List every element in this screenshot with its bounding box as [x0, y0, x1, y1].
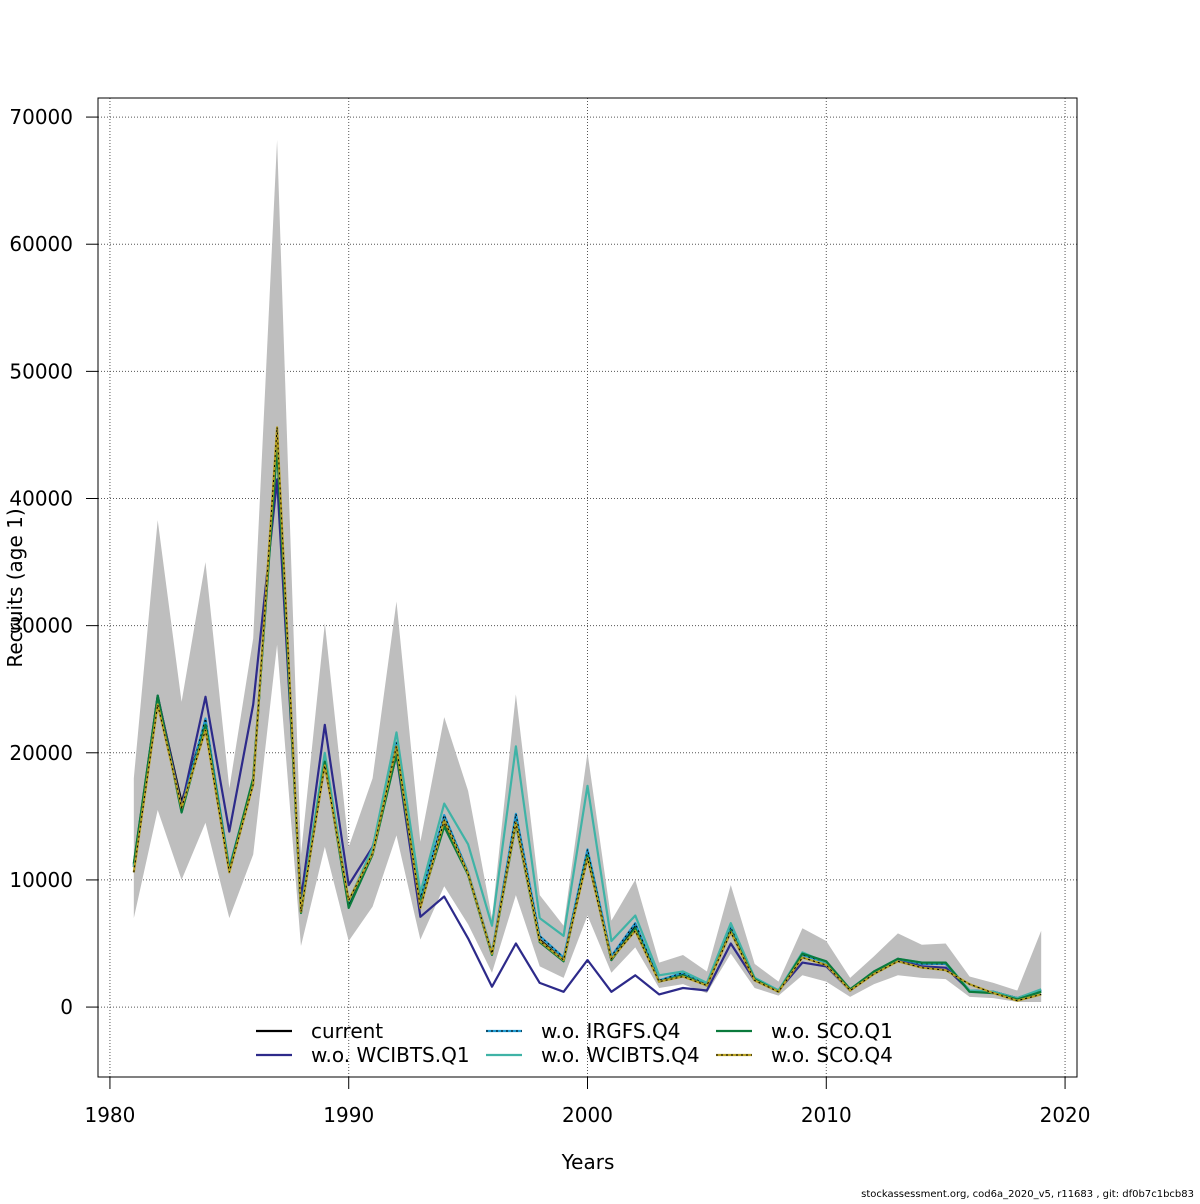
- legend-label-w-o-irgfs-q4: w.o. IRGFS.Q4: [541, 1019, 680, 1043]
- axis-layer: 1980 1990 2000 2010 2020 0 10000 20000 30000 4000…: [9, 105, 1090, 1127]
- grid-layer: [98, 98, 1077, 1077]
- y-tick-label-30000: 30000: [9, 614, 73, 638]
- x-tick-label-1990: 1990: [323, 1103, 374, 1127]
- series-layer: [132, 426, 1042, 1002]
- x-tick-label-2020: 2020: [1040, 1103, 1091, 1127]
- y-tick-label-0: 0: [60, 995, 73, 1019]
- series-line-w-o-sco-q4-dots: [133, 427, 1042, 1002]
- x-axis-label: Years: [561, 1150, 615, 1174]
- x-tick-label-2000: 2000: [562, 1103, 613, 1127]
- y-tick-label-10000: 10000: [9, 868, 73, 892]
- footer-note: stockassessment.org, cod6a_2020_v5, r116…: [861, 1189, 1194, 1200]
- confidence-band: [133, 139, 1042, 1002]
- band-layer: [133, 139, 1042, 1002]
- y-tick-label-70000: 70000: [9, 105, 73, 129]
- legend-label-w-o-wcibts-q4: w.o. WCIBTS.Q4: [541, 1043, 700, 1067]
- x-tick-label-1980: 1980: [84, 1103, 135, 1127]
- y-axis-label: Recruits (age 1): [3, 508, 27, 667]
- legend-label-current: current: [311, 1019, 383, 1043]
- legend-label-w-o-sco-q1: w.o. SCO.Q1: [771, 1019, 893, 1043]
- y-tick-label-60000: 60000: [9, 232, 73, 256]
- x-tick-label-2010: 2010: [801, 1103, 852, 1127]
- y-tick-label-50000: 50000: [9, 359, 73, 383]
- y-tick-label-40000: 40000: [9, 487, 73, 511]
- legend-label-w-o-wcibts-q1: w.o. WCIBTS.Q1: [311, 1043, 470, 1067]
- y-tick-label-20000: 20000: [9, 741, 73, 765]
- legend-label-w-o-sco-q4: w.o. SCO.Q4: [771, 1043, 893, 1067]
